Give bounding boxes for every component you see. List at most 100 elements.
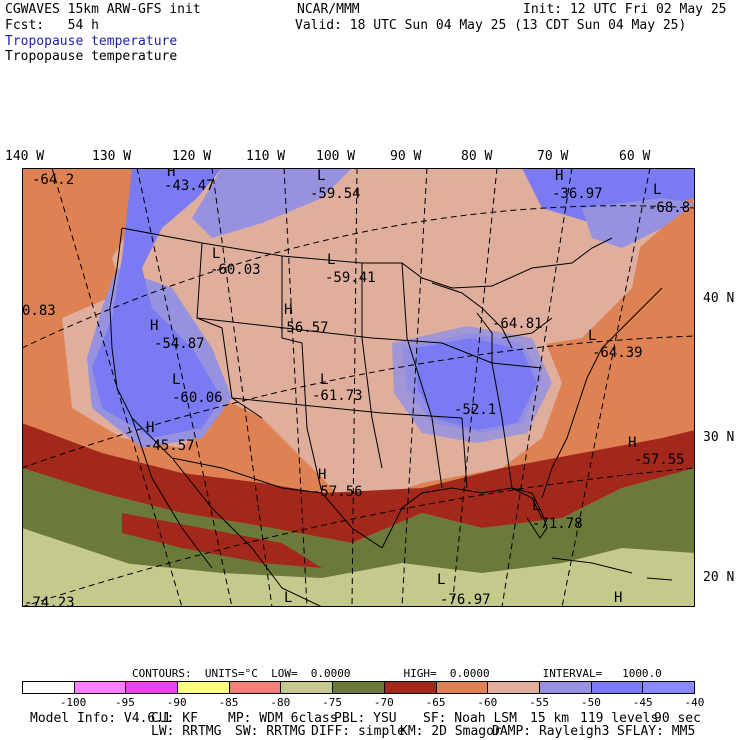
lon-label-90w: 90 W [390,149,422,164]
colorbar-segment [643,682,694,693]
colorbar-label: -70 [373,696,394,709]
lon-label-130w: 130 W [92,149,132,164]
colorbar-segment [126,682,179,693]
lon-label-80w: 80 W [461,149,493,164]
marker-letter: L [317,168,325,184]
colorbar-label: -55 [529,696,550,709]
colorbar-label: -85 [218,696,239,709]
marker-value: -60.06 [172,390,223,406]
marker-letter: L [327,252,335,268]
marker-letter: H [628,435,636,451]
colorbar-segment [488,682,540,693]
marker-value: -74.23 [24,595,75,607]
marker-letter: H [150,318,158,334]
marker-letter: H [555,168,563,184]
shading-dark-red-mexico [122,513,322,568]
colorbar-label: -95 [115,696,135,709]
lon-label-70w: 70 W [537,149,569,164]
marker-letter: L [320,372,328,388]
colorbar-segment [178,682,230,693]
shading-light-green-south [22,538,695,607]
marker-letter: L [437,572,445,588]
marker-letter: H [146,420,154,436]
marker-value: -71.78 [532,516,583,532]
colorbar-label: -50 [580,696,601,709]
marker-value: -56.57 [278,320,329,336]
colorbar-segment [229,682,282,693]
marker-letter: L [284,590,292,606]
colorbar-segment [591,682,644,693]
marker-letter: L [212,246,220,262]
shading-salmon-northeast [492,208,642,348]
lon-label-100w: 100 W [316,149,356,164]
lon-label-110w: 110 W [246,149,286,164]
marker-value: -45.57 [144,438,195,454]
marker-value: -57.55 [634,452,685,468]
colorbar-segment [23,682,75,693]
sw-scheme: SW: RRTMG [235,724,306,739]
pbl-scheme: PBL: YSU [334,711,397,726]
lw-scheme: LW: RRTMG [151,724,222,739]
sflay-scheme: SFLAY: MM5 [617,724,696,739]
shading-blue-west [92,168,222,438]
marker-value: -59.41 [325,270,376,286]
lon-label-140w: 140 W [5,149,45,164]
marker-value: -60.03 [210,262,261,278]
marker-value: -64.2 [32,172,74,188]
valid-time: Valid: 18 UTC Sun 04 May 25 (13 CDT Sun … [295,18,687,33]
marker-letter: H [167,168,175,180]
pressure-markers: -64.2 H -43.47 L -59.54 H -36.97 L -68.8… [22,168,690,607]
colorbar-label: -75 [322,696,342,709]
marker-value: -61.73 [312,388,363,404]
cu-scheme: CU: KF [151,711,198,726]
marker-value: -64.81 [492,316,543,332]
colorbar-label: -90 [166,696,187,709]
lon-label-60w: 60 W [619,149,651,164]
model-title: CGWAVES 15km ARW-GFS init [5,2,201,17]
graticule [22,168,695,607]
marker-letter: L [588,328,596,344]
forecast-hour: Fcst: 54 h [5,18,99,33]
colorbar-segment [384,682,437,693]
marker-value: -76.97 [440,592,491,607]
colorbar-segment [333,682,385,693]
colorbar-label: -40 [684,696,705,709]
km-scheme: KM: 2D Smagor [400,724,502,739]
colorbar-segment [281,682,334,693]
marker-value: -43.47 [164,178,215,194]
field-title-2: Tropopause temperature [5,49,178,64]
shading-dark-red-band [22,423,695,543]
colorbar-label: -45 [632,696,653,709]
marker-letter: L [172,372,180,388]
mp-scheme: MP: WDM 6class [228,711,338,726]
marker-value: -59.54 [310,186,361,202]
colorbar-label: -65 [425,696,446,709]
shading-lavender-northeast [582,198,695,248]
marker-value: -54.87 [154,336,205,352]
sf-scheme: SF: Noah LSM [423,711,517,726]
coastlines-borders [109,227,673,607]
model-version: Model Info: V4.6.1 [30,711,171,726]
colorbar-label: -80 [270,696,291,709]
colorbar [22,681,695,694]
marker-value: -68.8 [648,200,690,216]
timestep: 90 sec [654,711,701,726]
marker-letter: H [318,467,326,483]
levels-count: 119 levels [580,711,659,726]
lat-label-30n: 30 N [703,430,735,445]
shading-lavender-north [192,168,352,238]
marker-value: -57.56 [312,484,363,500]
marker-letter: L [653,182,661,198]
colorbar-segment [74,682,127,693]
marker-letter: H [614,590,622,606]
colorbar-label: -100 [59,696,87,709]
colorbar-segment [436,682,489,693]
center-label: NCAR/MMM [297,2,360,17]
grid-spacing: 15 km [530,711,570,726]
marker-value: 0.83 [22,303,56,319]
lat-label-40n: 40 N [703,291,735,306]
colorbar-segment [539,682,592,693]
init-time: Init: 12 UTC Fri 02 May 25 [523,2,727,17]
marker-letter: H [284,302,292,318]
contours-caption: CONTOURS: UNITS=°C LOW= 0.0000 HIGH= 0.0… [132,667,662,680]
